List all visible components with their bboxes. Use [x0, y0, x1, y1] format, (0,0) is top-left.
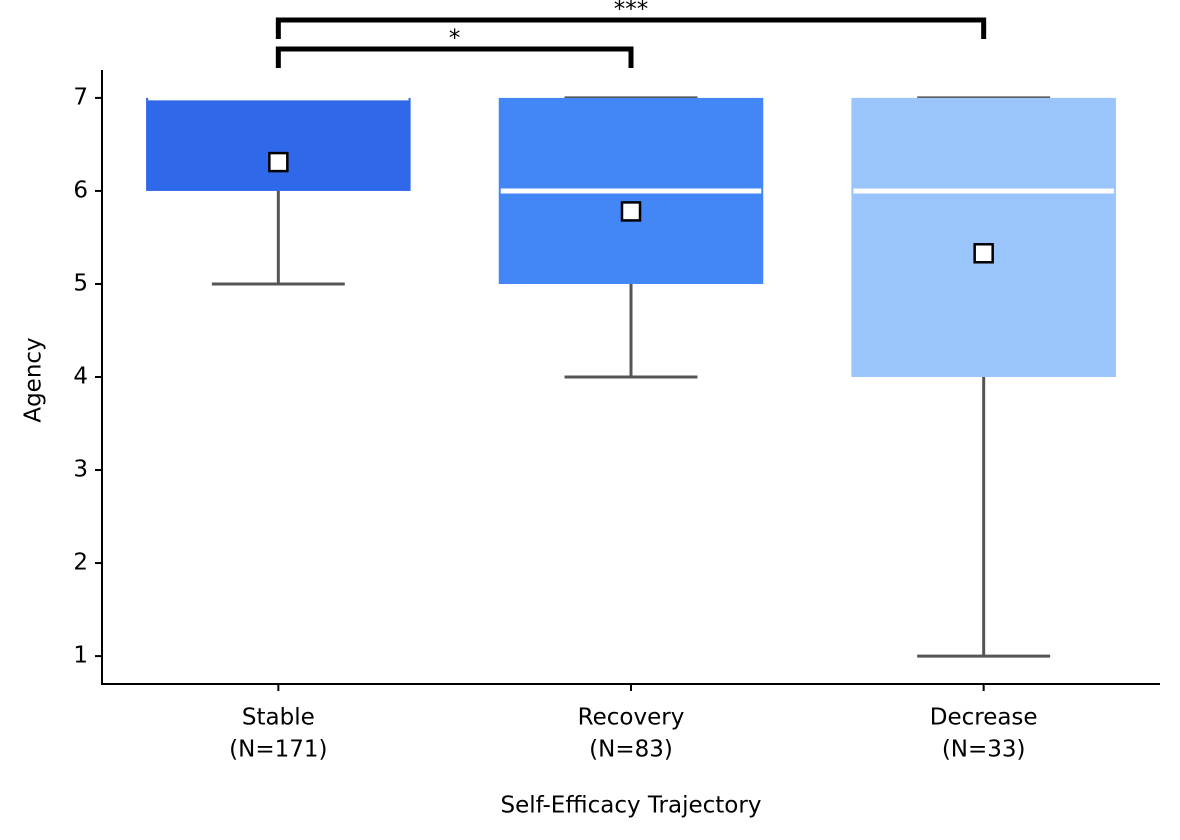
x-tick-label: Stable: [242, 705, 315, 731]
x-tick-label: Recovery: [578, 705, 685, 731]
mean-marker: [268, 151, 289, 173]
significance-bracket: [275, 46, 634, 68]
y-tick-label: 3: [73, 457, 88, 483]
box: [851, 97, 1116, 377]
y-tick-label: 2: [73, 550, 88, 576]
y-tick-label: 4: [73, 364, 88, 390]
box: [146, 97, 411, 191]
x-axis-label: Self-Efficacy Trajectory: [501, 793, 762, 819]
mean-marker: [620, 201, 642, 222]
x-tick-sublabel: (N=171): [229, 737, 327, 763]
y-tick-label: 5: [73, 270, 88, 296]
x-tick-sublabel: (N=33): [942, 737, 1026, 763]
x-tick-label: Decrease: [930, 705, 1038, 731]
y-axis-label: Agency: [21, 337, 47, 422]
y-tick-label: 7: [73, 84, 88, 110]
x-tick-sublabel: (N=83): [589, 737, 673, 763]
y-tick-label: 1: [73, 643, 88, 669]
significance-bracket: [275, 17, 987, 39]
y-tick-label: 6: [73, 177, 88, 203]
significance-label: ***: [614, 0, 649, 23]
mean-marker: [973, 243, 994, 264]
significance-label: *: [449, 26, 461, 52]
